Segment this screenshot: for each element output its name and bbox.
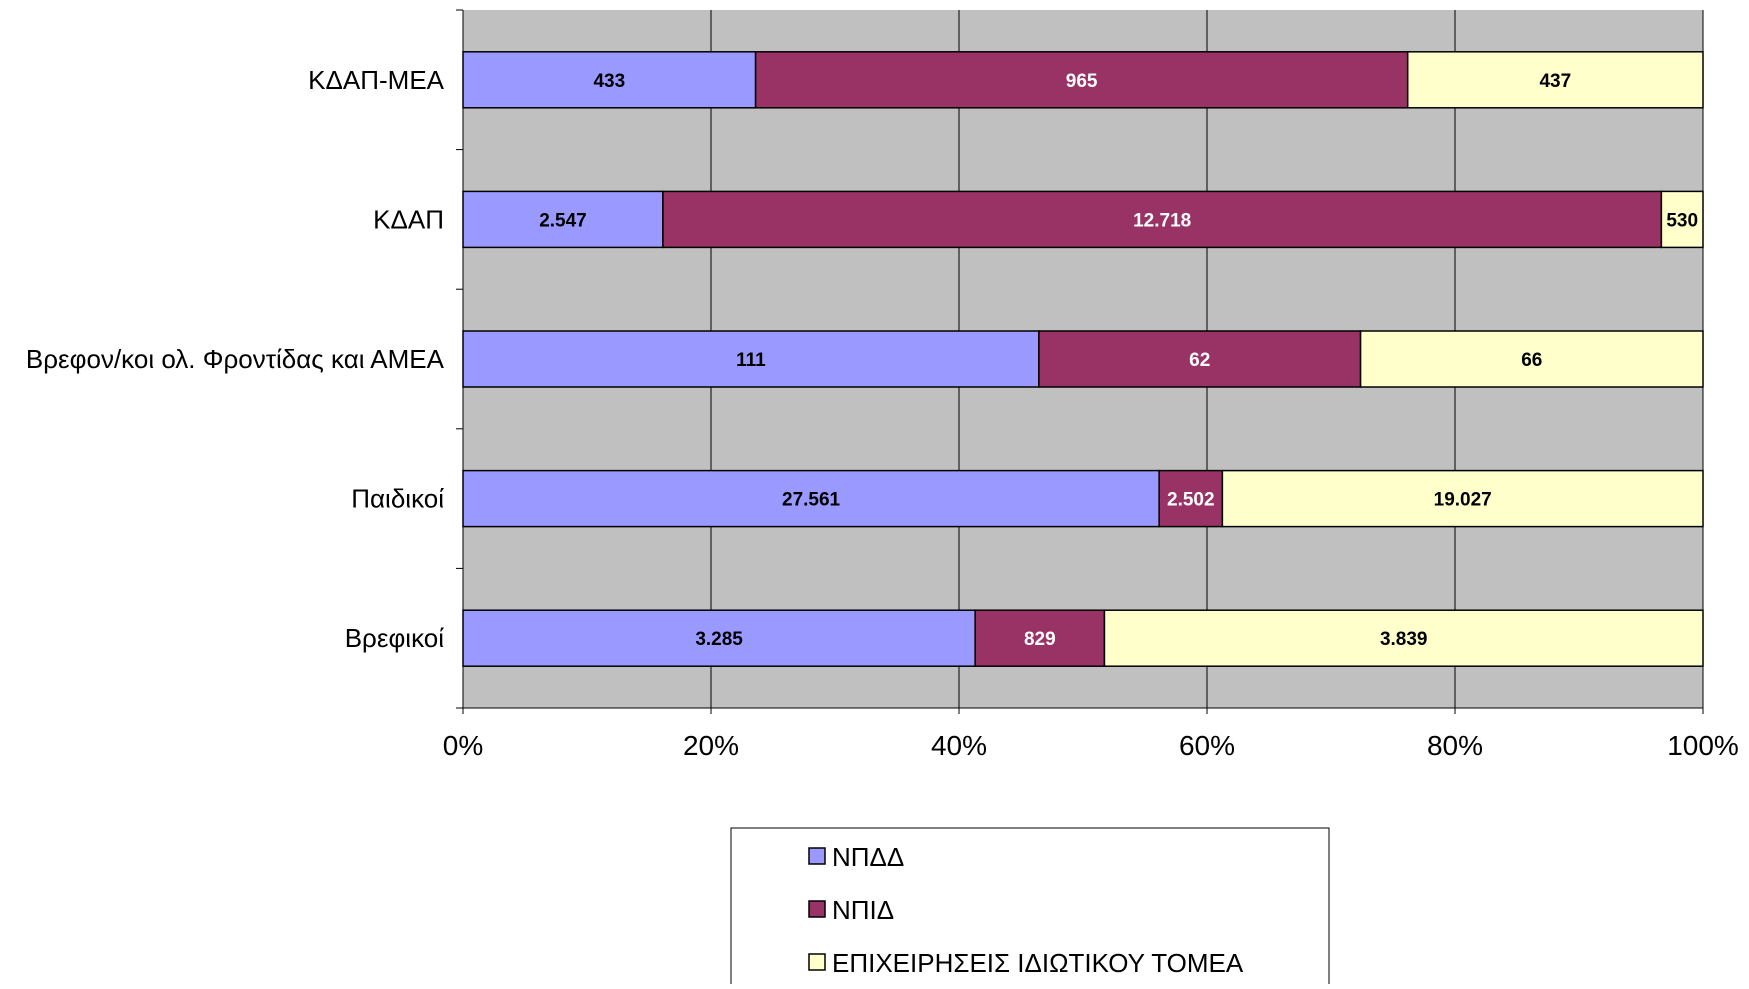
legend-swatch xyxy=(808,953,826,971)
category-label: ΚΔΑΠ xyxy=(373,204,444,234)
bar-segment xyxy=(462,330,1040,388)
data-label: 965 xyxy=(1066,71,1098,92)
bar-segment xyxy=(974,609,1106,667)
data-label: 433 xyxy=(593,71,625,92)
legend-label: ΝΠΙΔ xyxy=(832,895,894,925)
data-label: 62 xyxy=(1189,350,1210,371)
bar-segment xyxy=(1103,609,1704,667)
x-tick-label: 100% xyxy=(1667,730,1739,761)
legend-box xyxy=(730,827,1330,989)
bar-segment xyxy=(662,190,1663,249)
legend-swatch xyxy=(808,847,826,865)
bar-segment xyxy=(754,51,1409,109)
data-label: 3.285 xyxy=(695,629,743,650)
x-tick-label: 0% xyxy=(443,730,483,761)
x-tick-label: 60% xyxy=(1179,730,1235,761)
data-label: 111 xyxy=(736,350,766,371)
bar-segment xyxy=(462,609,976,667)
data-label: 19.027 xyxy=(1434,490,1492,511)
data-label: 829 xyxy=(1024,629,1056,650)
legend-swatch xyxy=(808,900,826,918)
legend-label: ΕΠΙΧΕΙΡΗΣΕΙΣ ΙΔΙΩΤΙΚΟΥ ΤΟΜΕΑ xyxy=(832,948,1244,978)
category-label: Βρεφικοί xyxy=(345,623,445,653)
data-label: 2.547 xyxy=(539,210,587,231)
data-label: 2.502 xyxy=(1167,490,1215,511)
x-tick-label: 80% xyxy=(1427,730,1483,761)
category-label: Βρεφον/κοι ολ. Φροντίδας και ΑΜΕΑ xyxy=(26,344,445,374)
category-label: Παιδικοί xyxy=(351,484,444,514)
data-label: 530 xyxy=(1666,210,1698,231)
data-label: 3.839 xyxy=(1380,629,1428,650)
x-tick-label: 20% xyxy=(683,730,739,761)
bar-segment xyxy=(1406,51,1704,109)
bar-segment xyxy=(1359,330,1704,388)
category-label: ΚΔΑΠ-ΜΕΑ xyxy=(308,65,444,95)
x-tick-label: 40% xyxy=(931,730,987,761)
legend-label: ΝΠΔΔ xyxy=(832,842,904,872)
bar-segment xyxy=(462,190,664,249)
data-label: 66 xyxy=(1521,350,1542,371)
bar-segment xyxy=(462,51,757,109)
data-label: 12.718 xyxy=(1133,210,1191,231)
bar-segment xyxy=(1038,330,1362,388)
bar-segment xyxy=(1221,469,1704,528)
bar-segment xyxy=(1660,190,1704,249)
data-label: 27.561 xyxy=(782,490,841,511)
bar-segment xyxy=(462,469,1160,528)
data-label: 437 xyxy=(1539,71,1571,92)
bar-segment xyxy=(1158,469,1224,528)
